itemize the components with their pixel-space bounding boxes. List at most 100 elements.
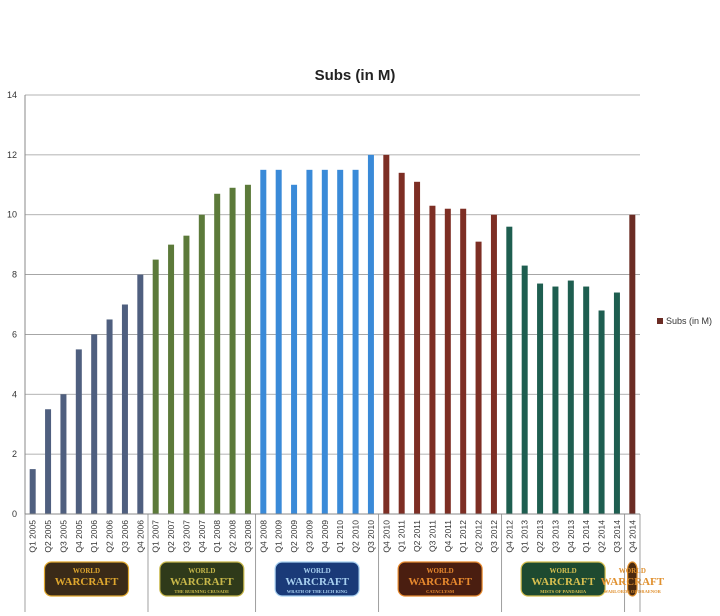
bar: [598, 310, 605, 514]
x-tick-label: Q1 2007: [151, 520, 161, 553]
x-tick-label: Q3 2011: [427, 520, 437, 552]
x-tick-label: Q2 2005: [43, 520, 53, 553]
logo-word-top: WORLD: [188, 567, 215, 575]
y-axis-ticks: 0 2 4 6 8 10 12 14: [7, 90, 17, 519]
bar: [45, 409, 52, 514]
x-tick-label: Q2 2014: [597, 520, 607, 553]
legend-swatch: [657, 318, 663, 324]
logo-word-top: WORLD: [550, 567, 577, 575]
x-tick-label: Q1 2011: [397, 520, 407, 552]
logo-subtitle: MISTS OF PANDARIA: [540, 589, 587, 594]
logo-badge: [274, 561, 360, 597]
x-tick-label: Q3 2012: [489, 520, 499, 553]
bar: [306, 169, 313, 515]
gridlines: [25, 94, 640, 455]
logo-word-top: WORLD: [73, 567, 100, 575]
bar: [29, 469, 36, 514]
bar: [613, 292, 620, 514]
x-tick-label: Q4 2014: [627, 520, 637, 553]
logo-word-top: WORLD: [619, 567, 646, 575]
bar: [398, 172, 405, 515]
y-tick-label: 0: [12, 509, 17, 519]
x-tick-label: Q4 2012: [504, 520, 514, 553]
bar: [198, 214, 205, 514]
bar: [183, 235, 190, 514]
x-tick-label: Q4 2010: [381, 520, 391, 553]
y-tick-label: 4: [12, 389, 17, 399]
bar: [337, 169, 344, 515]
y-tick-label: 14: [7, 90, 17, 100]
bar: [429, 205, 436, 514]
x-tick-label: Q2 2008: [228, 520, 238, 553]
bar: [260, 169, 267, 515]
bar: [490, 214, 497, 514]
bar: [460, 208, 467, 514]
logo-word-top: WORLD: [304, 567, 331, 575]
x-axis-labels: Q1 2005 Q2 2005 Q3 2005 Q4 2005 Q1 2006 Q2 20…: [28, 520, 638, 553]
logo-subtitle: CATACLYSM: [426, 589, 455, 594]
y-tick-label: 10: [7, 210, 17, 220]
x-tick-label: Q3 2009: [304, 520, 314, 553]
logo-word-main: WARCRAFT: [55, 576, 119, 588]
bar: [321, 169, 328, 515]
x-tick-label: Q4 2005: [74, 520, 84, 553]
x-tick-label: Q3 2005: [58, 520, 68, 553]
logo-badge: [43, 561, 130, 597]
logo-subtitle: WRATH OF THE LICH KING: [287, 589, 348, 594]
bar: [121, 304, 128, 514]
x-tick-label: Q4 2006: [135, 520, 145, 553]
x-tick-label: Q2 2013: [535, 520, 545, 553]
x-tick-label: Q1 2010: [335, 520, 345, 553]
bar: [75, 349, 82, 514]
logo-badge: [627, 561, 638, 597]
x-tick-label: Q2 2011: [412, 520, 422, 552]
x-tick-label: Q2 2007: [166, 520, 176, 553]
logo-word-main: WARCRAFT: [170, 576, 234, 588]
legend: Subs (in M): [657, 316, 712, 326]
logo-subtitle: THE BURNING CRUSADE: [174, 589, 229, 594]
y-tick-label: 12: [7, 150, 17, 160]
bar: [91, 334, 98, 514]
logo-badge: [520, 561, 606, 597]
chart-title: Subs (in M): [315, 67, 396, 84]
y-tick-label: 2: [12, 449, 17, 459]
bar: [414, 181, 421, 515]
x-tick-label: Q1 2008: [212, 520, 222, 553]
logo-subtitle: WARLORDS OF DRAENOR: [604, 589, 662, 594]
bar: [152, 259, 159, 514]
x-tick-label: Q2 2012: [474, 520, 484, 553]
bar: [137, 274, 144, 514]
bar: [244, 184, 251, 515]
bar: [506, 226, 513, 514]
bar: [521, 265, 528, 514]
x-tick-label: Q1 2013: [520, 520, 530, 553]
bar: [567, 280, 574, 514]
x-tick-label: Q3 2006: [120, 520, 130, 553]
x-tick-label: Q1 2005: [28, 520, 38, 553]
bar: [168, 244, 175, 514]
logo-word-main: WARCRAFT: [601, 576, 665, 588]
bars: [29, 154, 636, 515]
logo-word-main: WARCRAFT: [531, 576, 595, 588]
logo-word-main: WARCRAFT: [285, 576, 349, 588]
x-tick-label: Q4 2009: [320, 520, 330, 553]
x-tick-label: Q1 2014: [581, 520, 591, 553]
legend-label: Subs (in M): [666, 316, 712, 326]
x-tick-label: Q3 2007: [181, 520, 191, 553]
x-tick-label: Q4 2011: [443, 520, 453, 552]
bar: [106, 319, 113, 514]
bar: [229, 187, 236, 514]
bar: [475, 241, 482, 514]
logo-word-top: WORLD: [427, 567, 454, 575]
x-tick-label: Q4 2013: [566, 520, 576, 553]
bar: [552, 286, 559, 514]
x-tick-label: Q1 2006: [89, 520, 99, 553]
x-tick-label: Q2 2006: [105, 520, 115, 553]
x-tick-label: Q3 2014: [612, 520, 622, 553]
x-tick-label: Q4 2007: [197, 520, 207, 553]
bar: [60, 394, 67, 514]
